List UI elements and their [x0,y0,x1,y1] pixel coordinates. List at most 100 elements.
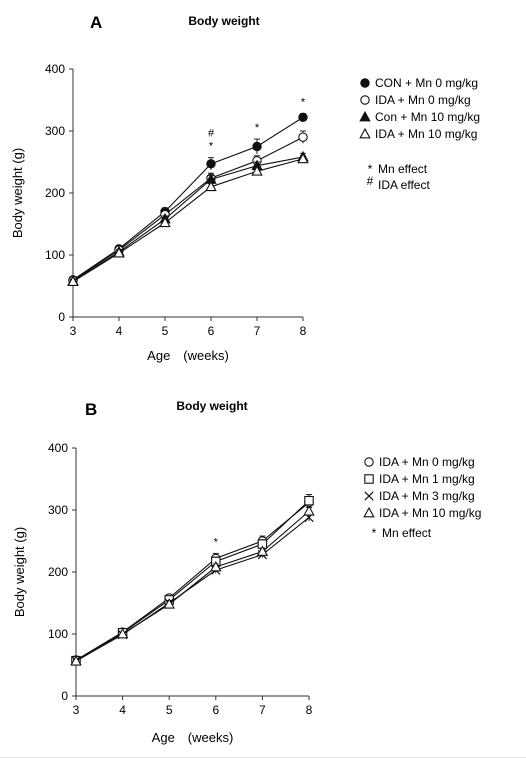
y-tick-label: 400 [48,441,68,455]
series-line [75,500,310,662]
legend-item: IDA + Mn 1 mg/kg [364,472,475,486]
data-point [303,505,315,516]
note-symbol: # [367,174,374,188]
legend-marker [360,78,370,88]
data-point [163,598,175,609]
data-point [113,246,125,258]
x-axis-label: Age (weeks) [152,730,234,745]
x-tick-label: 3 [70,324,77,338]
x-axis-label: Age (weeks) [147,348,229,363]
note-text: Mn effect [382,526,432,540]
significance-mark: * [255,122,260,134]
legend-label: IDA + Mn 0 mg/kg [379,455,475,469]
y-tick-label: 400 [45,62,65,76]
x-tick-label: 8 [306,703,313,717]
chart-panel-A: A Body weight 0 100 200 300 400 3 4 5 6 7 8 Body weig… [10,13,480,363]
note-item: * Mn effect [368,162,428,176]
legend-item: IDA + Mn 3 mg/kg [364,489,475,503]
significance-mark: * [209,141,214,153]
note-item: * Mn effect [372,526,432,540]
legend-marker [364,457,374,467]
x-tick-label: 5 [162,324,169,338]
y-tick-label: 200 [45,186,65,200]
data-point [297,152,309,164]
x-tick-label: 8 [300,324,307,338]
series-line [72,158,304,283]
chart-panel-B: B Body weight 0 100 200 300 400 3 4 5 6 7 8 Body weig… [12,399,481,745]
panel-letter: B [85,400,97,419]
data-point [159,216,171,228]
legend-marker [360,95,370,105]
chart-title: Body weight [188,14,259,28]
series-line [72,116,304,281]
series-1 [71,494,314,666]
data-point [304,495,314,506]
legend-marker [363,506,375,518]
legend-marker [364,491,374,501]
legend: CON + Mn 0 mg/kg IDA + Mn 0 mg/kg Con + Mn… [359,76,480,141]
y-tick-label: 300 [45,124,65,138]
legend-label: IDA + Mn 1 mg/kg [379,472,475,486]
data-point [116,627,129,639]
panel-letter: A [90,13,102,32]
series-2 [67,150,309,286]
legend-marker [359,127,371,139]
y-axis-label: Body weight (g) [12,527,27,617]
x-tick-label: 4 [116,324,123,338]
legend-label: Con + Mn 10 mg/kg [375,110,480,124]
legend-label: IDA + Mn 10 mg/kg [379,506,481,520]
note-text: IDA effect [378,178,430,192]
y-tick-label: 200 [48,565,68,579]
series-line [72,156,304,282]
x-tick-label: 6 [208,324,215,338]
series-3 [70,505,315,666]
significance-mark: * [301,97,306,109]
data-point [298,112,308,123]
legend-label: CON + Mn 0 mg/kg [375,76,478,90]
y-tick-label: 100 [48,627,68,641]
legend-label: IDA + Mn 3 mg/kg [379,489,475,503]
x-tick-label: 5 [166,703,173,717]
series-line [75,510,310,662]
legend-label: IDA + Mn 10 mg/kg [375,127,477,141]
y-tick-label: 100 [45,248,65,262]
data-point [252,141,262,152]
legend-item: CON + Mn 0 mg/kg [360,76,478,90]
note-symbol: * [368,162,373,176]
y-tick-label: 300 [48,503,68,517]
legend-item: IDA + Mn 0 mg/kg [364,455,475,469]
data-point [298,132,308,142]
data-point [206,159,216,169]
note-item: # IDA effect [367,174,431,192]
significance-notes: * Mn effect # IDA effect [367,162,431,192]
legend-label: IDA + Mn 0 mg/kg [375,93,471,107]
legend-item: IDA + Mn 10 mg/kg [363,506,481,520]
significance-mark: # [208,128,215,140]
y-tick-label: 0 [61,689,68,703]
data-point [256,545,269,556]
data-point [210,560,222,572]
data-point [70,655,82,666]
significance-notes: * Mn effect [372,526,432,540]
chart-title: Body weight [176,399,247,413]
significance-mark: * [214,536,219,548]
y-tick-label: 0 [58,310,65,324]
x-tick-label: 3 [73,703,80,717]
series-line [72,136,304,281]
legend-item: IDA + Mn 0 mg/kg [360,93,471,107]
legend-marker [359,110,371,122]
y-axis-label: Body weight (g) [10,148,25,238]
x-tick-label: 7 [254,324,261,338]
x-tick-label: 4 [119,703,126,717]
data-point [205,180,217,192]
cross-stroke [364,491,374,501]
x-tick-label: 6 [212,703,219,717]
note-symbol: * [372,526,377,540]
data-point [251,165,263,176]
x-tick-label: 7 [259,703,266,717]
legend-item: IDA + Mn 10 mg/kg [359,127,477,141]
series-3 [67,152,309,287]
note-text: Mn effect [378,162,428,176]
